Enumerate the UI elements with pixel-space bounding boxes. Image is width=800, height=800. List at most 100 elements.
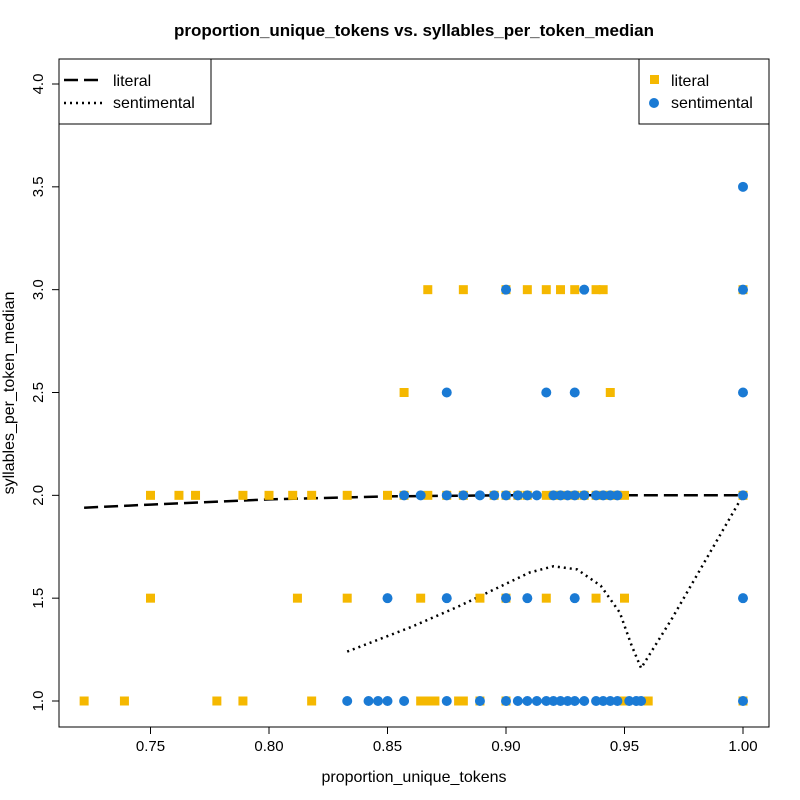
point-sentimental (738, 284, 748, 295)
x-axis-label: proportion_unique_tokens (321, 769, 506, 786)
point-sentimental (363, 696, 374, 706)
point-sentimental (555, 490, 566, 501)
point-literal (342, 593, 352, 603)
point-literal (174, 490, 184, 500)
point-literal (643, 696, 653, 706)
point-literal (146, 593, 155, 603)
point-sentimental (738, 490, 748, 501)
point-literal (383, 490, 392, 500)
point-literal (423, 285, 433, 295)
point-literal (307, 696, 317, 706)
point-literal (454, 696, 464, 706)
point-literal (264, 490, 274, 500)
point-literal (288, 490, 298, 500)
point-sentimental (569, 387, 580, 398)
point-sentimental (738, 181, 748, 192)
point-sentimental (522, 696, 533, 706)
point-literal (541, 285, 551, 295)
y-tick-label: 1.0 (30, 691, 47, 712)
point-sentimental (548, 696, 559, 706)
point-sentimental (569, 490, 580, 501)
point-literal (541, 490, 551, 500)
legend-line-literal-label: literal (113, 73, 151, 90)
data-points (79, 181, 748, 706)
y-tick-label: 2.5 (30, 382, 47, 403)
chart-title: proportion_unique_tokens vs. syllables_p… (174, 21, 654, 40)
point-sentimental (382, 593, 393, 604)
legend-point-literal-label: literal (671, 73, 709, 90)
point-sentimental (441, 490, 452, 501)
point-literal (416, 696, 426, 706)
y-tick-label: 4.0 (30, 74, 47, 95)
x-tick-label: 0.75 (136, 738, 165, 755)
point-sentimental (562, 490, 573, 501)
point-literal (423, 490, 433, 500)
point-legend-box (638, 58, 770, 125)
point-sentimental (579, 490, 590, 501)
point-sentimental (399, 490, 410, 501)
point-sentimental (382, 696, 393, 706)
point-literal (556, 285, 566, 295)
point-sentimental (562, 696, 573, 706)
point-sentimental (501, 284, 511, 295)
point-sentimental (579, 284, 590, 295)
point-legend: literal sentimental (638, 58, 770, 125)
point-sentimental (531, 490, 542, 501)
point-literal (79, 696, 89, 706)
point-sentimental (605, 490, 616, 501)
point-sentimental (522, 490, 533, 501)
point-sentimental (579, 696, 590, 706)
point-sentimental (512, 696, 523, 706)
x-tick-label: 0.95 (610, 738, 639, 755)
y-tick-label: 2.0 (30, 485, 47, 506)
point-literal (541, 593, 551, 603)
y-tick-label: 1.5 (30, 588, 47, 609)
point-sentimental (373, 696, 384, 706)
point-sentimental (501, 696, 511, 706)
point-sentimental (501, 593, 511, 604)
point-sentimental (522, 593, 533, 604)
point-sentimental (531, 696, 542, 706)
point-literal (591, 285, 601, 295)
point-sentimental (548, 490, 559, 501)
point-literal (238, 696, 248, 706)
x-tick-label: 1.00 (728, 738, 757, 755)
point-sentimental (415, 490, 426, 501)
point-sentimental (612, 696, 623, 706)
point-literal (191, 490, 201, 500)
point-literal (430, 696, 440, 706)
point-literal (342, 490, 352, 500)
point-sentimental (474, 696, 485, 706)
point-sentimental (458, 490, 469, 501)
legend-line-sentimental-label: sentimental (113, 95, 195, 112)
point-literal (119, 696, 129, 706)
y-tick-label: 3.0 (30, 279, 47, 300)
point-literal (416, 593, 426, 603)
point-literal (620, 490, 629, 500)
point-literal (238, 490, 248, 500)
point-sentimental (636, 696, 647, 706)
point-sentimental (738, 696, 748, 706)
point-literal (307, 490, 317, 500)
point-sentimental (541, 696, 552, 706)
point-literal (522, 285, 532, 295)
point-sentimental (612, 490, 623, 501)
x-tick-label: 0.80 (254, 738, 283, 755)
legend-point-sentimental-label: sentimental (671, 95, 753, 112)
point-sentimental (569, 593, 580, 604)
point-sentimental (512, 490, 523, 501)
point-literal (598, 285, 608, 295)
y-axis-label: syllables_per_token_median (1, 292, 18, 495)
point-literal (399, 388, 409, 397)
point-literal (212, 696, 222, 706)
point-literal (475, 593, 485, 603)
plot-frame (58, 58, 770, 728)
y-tick-label: 3.5 (30, 176, 47, 197)
point-literal (605, 388, 615, 397)
x-axis: 0.75 0.80 0.85 0.90 0.95 1.00 (136, 726, 758, 755)
point-sentimental (541, 387, 552, 398)
point-sentimental (591, 696, 602, 706)
point-literal (620, 593, 629, 603)
y-axis: 1.0 1.5 2.0 2.5 3.0 3.5 4.0 (30, 74, 60, 712)
